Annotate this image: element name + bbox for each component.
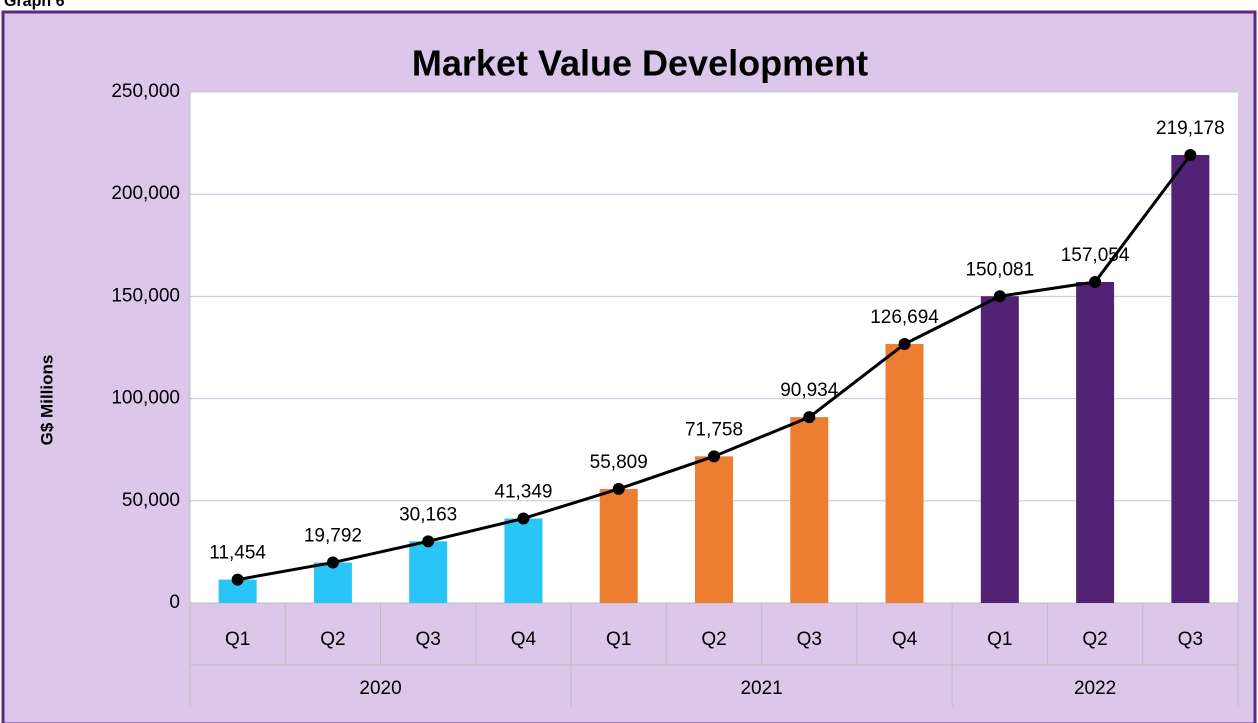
line-marker [993,290,1006,303]
data-label: 30,163 [399,504,457,525]
line-marker [326,556,339,569]
bar [885,344,924,603]
bar [790,417,829,603]
x-tick-label: Q2 [701,629,726,650]
line-marker [1089,275,1102,288]
data-label: 126,694 [870,307,939,328]
bar [1076,281,1115,603]
bar [1171,155,1210,603]
chart-title: Market Value Development [412,43,868,84]
data-label: 19,792 [304,526,362,547]
bar [599,488,638,603]
y-tick-label: 150,000 [111,285,180,306]
x-tick-label: Q2 [320,629,345,650]
x-tick-label: Q1 [225,629,250,650]
bar [218,579,257,603]
data-label: 150,081 [965,259,1034,280]
data-label: 41,349 [494,481,552,502]
x-tick-label: Q1 [606,629,631,650]
data-label: 219,178 [1156,118,1225,139]
x-tick-label: Q3 [1178,629,1203,650]
bar [313,562,352,603]
y-tick-label: 200,000 [111,183,180,204]
data-label: 90,934 [780,380,839,401]
line-marker [1184,149,1197,162]
data-label: 55,809 [590,452,648,473]
y-axis-label: G$ Millions [37,355,56,446]
y-tick-label: 0 [169,592,180,613]
y-tick-label: 100,000 [111,388,180,409]
line-marker [517,512,530,525]
line-marker [231,573,244,586]
x-tick-label: Q4 [892,629,918,650]
data-label: 11,454 [209,543,266,564]
group-label: 2021 [740,678,782,699]
data-label: 71,758 [685,419,743,440]
bar [695,456,733,603]
line-marker [708,450,720,463]
bar [980,296,1019,603]
line-marker [612,482,625,495]
line-marker [898,338,911,351]
y-tick-label: 50,000 [122,490,180,511]
bar [409,541,448,603]
x-tick-label: Q3 [416,629,441,650]
caption: Graph 6 [4,0,65,10]
x-tick-label: Q1 [987,629,1012,650]
data-label: 157,054 [1061,245,1130,266]
group-label: 2022 [1074,678,1116,699]
line-marker [422,535,435,548]
x-tick-label: Q2 [1082,629,1107,650]
y-tick-label: 250,000 [111,81,180,102]
line-marker [803,411,816,424]
x-tick-label: Q4 [511,629,537,650]
bar [504,518,543,603]
group-label: 2020 [359,678,401,699]
x-tick-label: Q3 [797,629,822,650]
